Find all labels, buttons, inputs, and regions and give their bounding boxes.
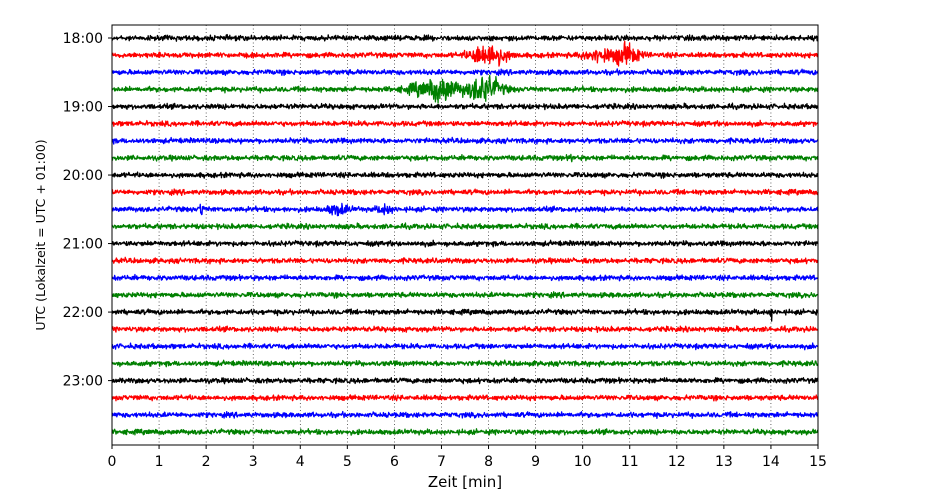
trace-2200 xyxy=(111,308,819,322)
trace-2345 xyxy=(111,428,819,436)
y-tick-label: 20:00 xyxy=(63,168,103,184)
x-tick-label: 4 xyxy=(296,454,305,470)
x-tick-label: 5 xyxy=(343,454,352,470)
x-tick-label: 9 xyxy=(531,454,540,470)
y-axis: 18:00 19:00 20:00 21:00 22:00 23:00 xyxy=(63,31,112,390)
trace-2230 xyxy=(111,342,819,351)
trace-1845 xyxy=(111,74,819,104)
x-tick-label: 13 xyxy=(715,454,733,470)
trace-1915 xyxy=(111,119,819,128)
trace-1815 xyxy=(111,40,819,67)
trace-2315 xyxy=(111,394,819,402)
x-axis: 0 1 2 3 4 5 6 7 8 9 10 11 12 13 14 15 xyxy=(108,445,827,470)
trace-1930 xyxy=(111,136,819,145)
trace-2000 xyxy=(111,171,819,179)
trace-2215 xyxy=(111,325,819,333)
x-tick-label: 11 xyxy=(621,454,639,470)
plot-frame xyxy=(111,24,819,446)
x-tick-label: 12 xyxy=(668,454,686,470)
trace-2030 xyxy=(111,202,819,217)
x-tick-label: 1 xyxy=(155,454,164,470)
y-tick-label: 23:00 xyxy=(63,374,103,390)
trace-2245 xyxy=(111,359,819,368)
trace-2100 xyxy=(111,239,819,248)
trace-1830 xyxy=(111,68,819,77)
x-tick-label: 15 xyxy=(809,454,827,470)
x-tick-label: 7 xyxy=(437,454,446,470)
y-tick-label: 22:00 xyxy=(63,305,103,321)
trace-2330 xyxy=(111,410,819,419)
x-tick-label: 6 xyxy=(390,454,399,470)
x-tick-label: 8 xyxy=(484,454,493,470)
y-tick-label: 18:00 xyxy=(63,31,103,47)
x-tick-label: 14 xyxy=(762,454,780,470)
trace-2045 xyxy=(111,222,819,231)
x-tick-label: 2 xyxy=(202,454,211,470)
y-tick-label: 21:00 xyxy=(63,237,103,253)
trace-2130 xyxy=(111,273,819,282)
trace-2015 xyxy=(111,188,819,197)
trace-2115 xyxy=(111,256,819,265)
seismic-traces xyxy=(111,33,819,436)
y-axis-label: UTC (Lokalzeit = UTC + 01:00) xyxy=(33,139,48,330)
vertical-grid xyxy=(158,25,772,445)
x-axis-label: Zeit [min] xyxy=(428,473,502,491)
trace-2300 xyxy=(111,376,819,385)
y-tick-label: 19:00 xyxy=(63,100,103,116)
trace-1800 xyxy=(111,33,819,42)
x-tick-label: 10 xyxy=(574,454,592,470)
trace-2145 xyxy=(111,290,819,299)
x-tick-label: 3 xyxy=(249,454,258,470)
trace-1945 xyxy=(111,153,819,163)
trace-1900 xyxy=(111,102,819,111)
x-tick-label: 0 xyxy=(108,454,117,470)
